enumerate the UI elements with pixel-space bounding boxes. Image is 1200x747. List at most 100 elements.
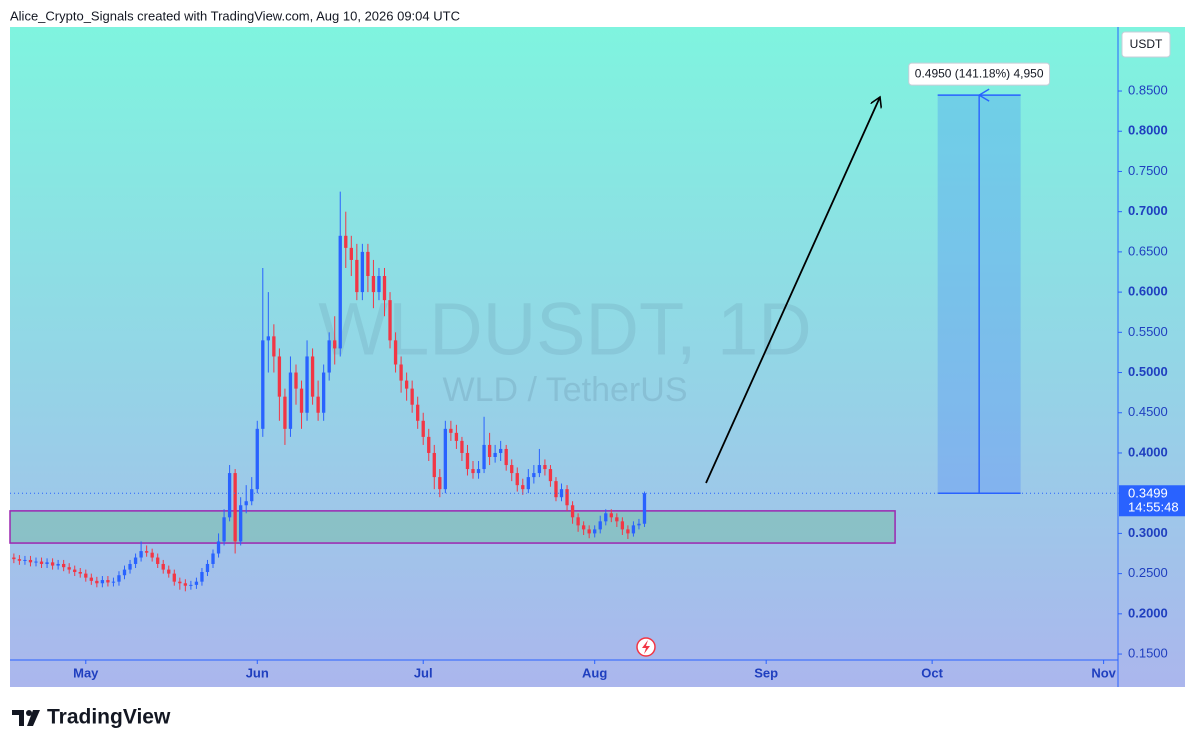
candle-body: [156, 557, 160, 564]
y-tick-label: 0.8000: [1128, 123, 1168, 138]
candle-body: [23, 559, 27, 561]
watermark-title: WLDUSDT, 1D: [318, 288, 811, 371]
candle-body: [211, 553, 215, 564]
candle-body: [576, 517, 580, 526]
candle-body: [349, 247, 353, 260]
y-tick-label: 0.1500: [1128, 645, 1168, 660]
candle-body: [294, 372, 298, 389]
candle-body: [593, 529, 597, 534]
candle-body: [421, 420, 425, 437]
x-tick-label: May: [73, 665, 99, 680]
currency-box: [1121, 31, 1171, 58]
candle-body: [537, 465, 542, 474]
candle-body: [183, 583, 188, 586]
candle-body: [222, 517, 226, 542]
candle-body: [570, 505, 575, 518]
candle-body: [106, 580, 110, 583]
candle-body: [84, 573, 88, 578]
candle-body: [432, 452, 436, 478]
y-tick-label: 0.2500: [1128, 565, 1168, 580]
candle-body: [587, 529, 591, 534]
brand-name: TradingView: [47, 706, 171, 729]
trend-arrow: [705, 97, 880, 484]
candle-body: [189, 584, 193, 586]
candle-body: [78, 572, 82, 574]
candle-body: [288, 372, 293, 429]
candle-body: [366, 251, 370, 277]
event-icon: [636, 637, 656, 657]
candle-body: [371, 276, 376, 293]
y-tick-label: 0.7500: [1128, 163, 1168, 178]
candle-body: [604, 513, 608, 522]
currency-label: USDT: [1130, 37, 1163, 51]
candle-body: [39, 561, 44, 564]
candle-body: [598, 521, 602, 530]
candle-body: [310, 356, 315, 397]
candle-body: [261, 340, 265, 429]
x-tick-label: Jul: [414, 665, 433, 680]
candle-body: [277, 356, 282, 397]
y-tick-label: 0.6000: [1128, 284, 1168, 299]
candle-body: [216, 541, 221, 554]
candle-body: [493, 452, 497, 457]
candle-body: [327, 340, 331, 373]
projection-label-box: [908, 62, 1051, 86]
candle-body: [487, 444, 492, 457]
candle-body: [200, 572, 204, 582]
candle-body: [338, 235, 342, 349]
candle-body: [554, 481, 558, 498]
candle-body: [333, 340, 337, 349]
candle-body: [532, 473, 536, 478]
x-tick-label: Sep: [754, 665, 778, 680]
candle-body: [609, 513, 613, 518]
candle-body: [161, 563, 165, 570]
candle-body: [543, 465, 547, 470]
candle-body: [233, 473, 237, 542]
candle-body: [150, 552, 154, 558]
x-tick-label: Oct: [921, 665, 943, 680]
candle-body: [89, 577, 93, 581]
candle-body: [239, 505, 243, 542]
candle-body: [521, 485, 525, 490]
candle-body: [67, 567, 71, 570]
candle-body: [615, 517, 619, 522]
candle-body: [382, 276, 387, 301]
candle-body: [482, 444, 486, 470]
y-tick-label: 0.5500: [1128, 324, 1168, 339]
x-tick-label: Aug: [582, 665, 607, 680]
candle-body: [393, 340, 398, 365]
plot: 0.4950 (141.18%) 4,950: [9, 62, 1118, 592]
candle-body: [244, 501, 248, 506]
candle-body: [355, 259, 359, 293]
y-tick-label: 0.5000: [1128, 364, 1168, 379]
candle-body: [454, 432, 459, 441]
candle-body: [28, 559, 33, 563]
candle-body: [581, 525, 586, 530]
candle-body: [388, 300, 392, 341]
candle-body: [360, 251, 365, 293]
candle-body: [73, 569, 77, 573]
candle-body: [133, 557, 138, 564]
candle-body: [471, 469, 475, 474]
candle-body: [416, 404, 420, 421]
candle-body: [410, 388, 414, 405]
y-tick-label: 0.2000: [1128, 605, 1168, 620]
support-zone: [9, 510, 896, 544]
candle-body: [139, 551, 143, 558]
candle-body: [515, 473, 519, 486]
candle-body: [510, 465, 514, 474]
countdown-label: 14:55:48: [1128, 500, 1179, 515]
candle-body: [61, 563, 66, 568]
candle-body: [250, 489, 254, 502]
candle-body: [272, 336, 276, 357]
candle-body: [227, 473, 232, 518]
candle-body: [399, 364, 403, 381]
x-tick-label: Nov: [1091, 665, 1116, 680]
candle-body: [117, 575, 121, 582]
candle-body: [404, 380, 409, 389]
candle-body: [443, 428, 448, 490]
last-price-label: 0.3499: [1128, 486, 1168, 501]
header: Alice_Crypto_Signals created with Tradin…: [10, 8, 460, 23]
